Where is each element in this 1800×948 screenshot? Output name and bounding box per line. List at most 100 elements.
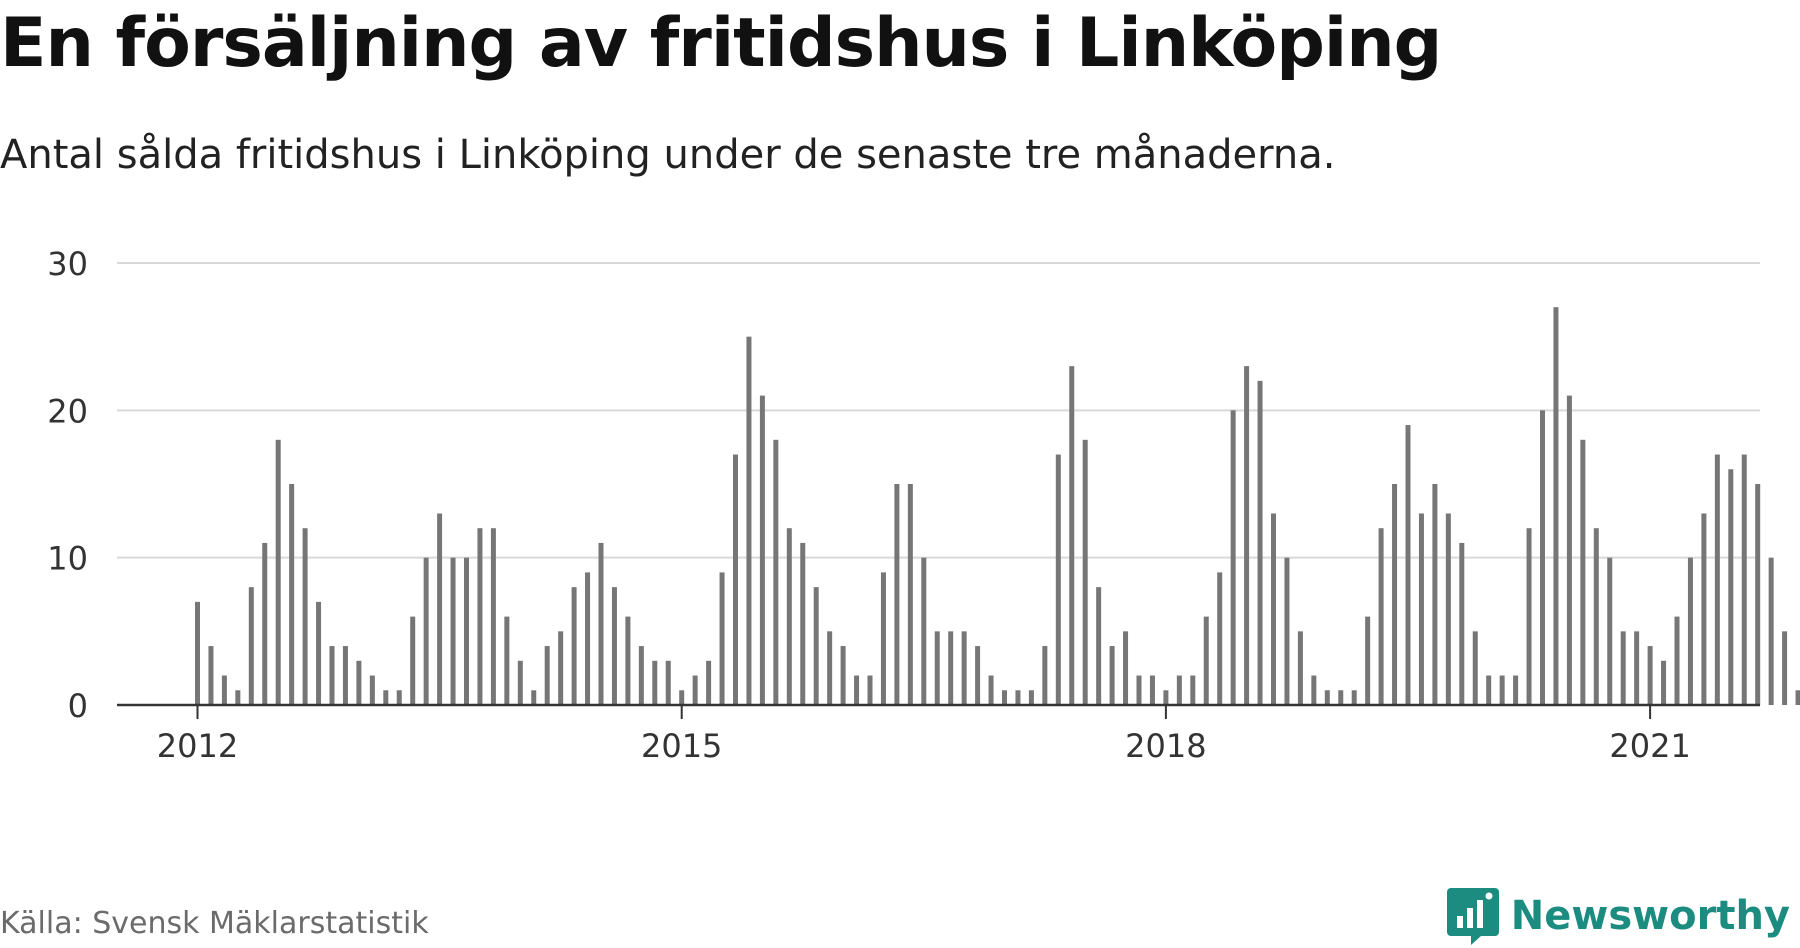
bar <box>800 542 806 705</box>
bar <box>1472 631 1478 705</box>
bar <box>598 542 604 705</box>
bar <box>1163 690 1169 705</box>
bar <box>1634 631 1640 705</box>
bar <box>1082 439 1088 705</box>
bar <box>1499 675 1505 705</box>
newsworthy-logo-icon <box>1446 888 1499 945</box>
bar <box>1176 675 1182 705</box>
bar <box>1257 380 1263 705</box>
bar <box>477 528 483 705</box>
bar <box>275 439 281 705</box>
bar <box>248 587 254 705</box>
bar <box>1768 557 1774 705</box>
brand-logo[interactable]: Newsworthy <box>1446 886 1790 946</box>
bar <box>921 557 927 705</box>
bar <box>1149 675 1155 705</box>
bar <box>1755 484 1761 705</box>
brand-name: Newsworthy <box>1510 893 1790 939</box>
bar <box>517 660 523 705</box>
bar <box>1674 616 1680 705</box>
bar <box>1513 675 1519 705</box>
bar <box>329 646 335 705</box>
bar <box>961 631 967 705</box>
bar <box>706 660 712 705</box>
bar <box>1338 690 1344 705</box>
bar <box>396 690 402 705</box>
bar <box>880 572 886 705</box>
bar <box>733 454 738 705</box>
bar <box>1109 646 1115 705</box>
bar <box>1365 616 1371 705</box>
bar <box>934 631 940 705</box>
y-tick-label: 0 <box>68 687 88 725</box>
bar <box>1203 616 1209 705</box>
bar <box>289 484 295 705</box>
bar <box>652 660 658 705</box>
bar <box>1445 513 1451 705</box>
y-tick-label: 20 <box>47 392 88 430</box>
bar <box>490 528 496 705</box>
x-tick-label: 2021 <box>1609 727 1690 765</box>
bar <box>1593 528 1599 705</box>
bar <box>854 675 860 705</box>
bar <box>1741 454 1747 705</box>
chart-subtitle: Antal sålda fritidshus i Linköping under… <box>0 132 1336 178</box>
bar <box>813 587 819 705</box>
bar <box>1486 675 1492 705</box>
x-tick-label: 2012 <box>157 727 238 765</box>
source-note: Källa: Svensk Mäklarstatistik <box>0 906 429 941</box>
bar <box>665 660 671 705</box>
bar <box>1580 439 1586 705</box>
bar <box>1324 690 1330 705</box>
bar <box>571 587 577 705</box>
bar <box>1096 587 1102 705</box>
bar <box>948 631 954 705</box>
bar <box>302 528 308 705</box>
bar <box>1782 631 1788 705</box>
bar <box>531 690 537 705</box>
bar <box>786 528 792 705</box>
bar <box>1526 528 1532 705</box>
bar <box>585 572 591 705</box>
bar <box>437 513 443 705</box>
bar <box>1687 557 1693 705</box>
y-tick-label: 10 <box>47 540 88 578</box>
bar <box>1069 366 1075 705</box>
bar <box>356 660 362 705</box>
bar <box>1540 410 1545 705</box>
bar <box>410 616 416 705</box>
bar <box>423 557 429 705</box>
bar <box>1607 557 1613 705</box>
bar <box>1297 631 1303 705</box>
bar <box>679 690 685 705</box>
bar <box>1392 484 1398 705</box>
bar <box>1378 528 1384 705</box>
chart-title: En försäljning av fritidshus i Linköping <box>0 4 1442 83</box>
bar <box>759 395 765 705</box>
bar <box>1271 513 1276 705</box>
x-tick-label: 2018 <box>1125 727 1206 765</box>
bar <box>1459 542 1465 705</box>
bar <box>1566 395 1572 705</box>
bar <box>1190 675 1196 705</box>
bar <box>1351 690 1357 705</box>
bar <box>827 631 833 705</box>
bar <box>1553 307 1559 705</box>
bar <box>558 631 564 705</box>
bar <box>975 646 981 705</box>
bar <box>316 601 322 705</box>
bar <box>1418 513 1424 705</box>
bar <box>611 587 617 705</box>
bar <box>1432 484 1438 705</box>
bar <box>1015 690 1021 705</box>
bar <box>692 675 698 705</box>
bar <box>262 542 268 705</box>
x-tick-label: 2015 <box>641 727 722 765</box>
bar <box>342 646 348 705</box>
bar <box>1405 425 1411 705</box>
bar <box>450 557 456 705</box>
bar <box>988 675 994 705</box>
bar <box>1042 646 1048 705</box>
bar <box>383 690 389 705</box>
bar <box>504 616 510 705</box>
